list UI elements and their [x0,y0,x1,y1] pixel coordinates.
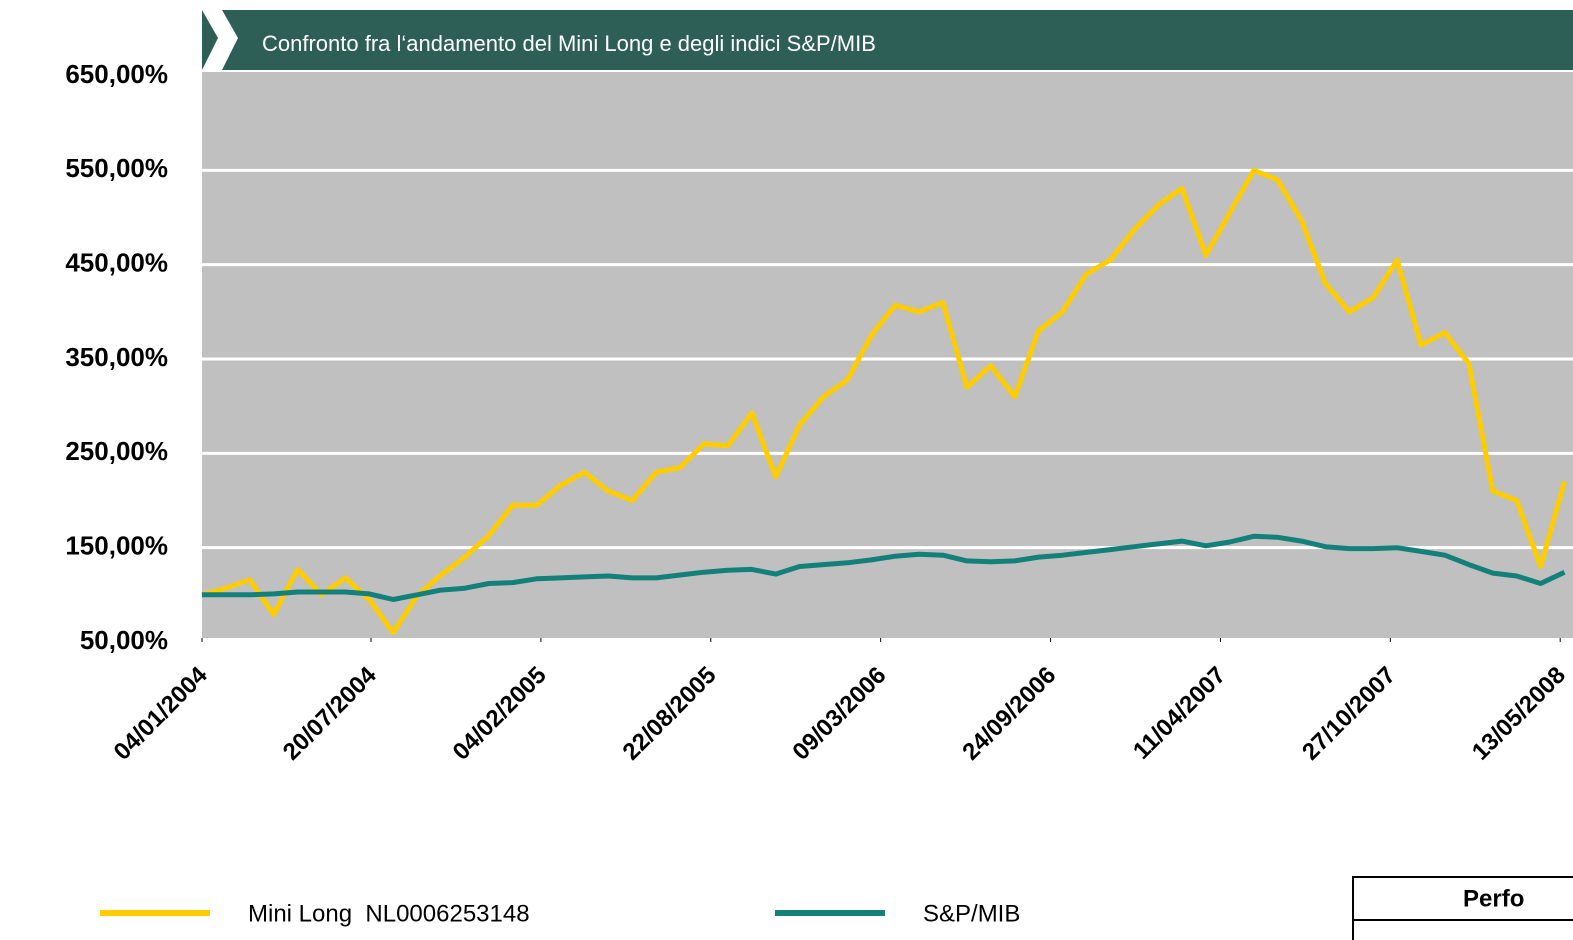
x-tick-label: 24/09/2006 [957,662,1061,766]
x-tick-label: 04/02/2005 [448,662,552,766]
plot-area [202,72,1573,638]
x-tick-label: 20/07/2004 [278,661,382,765]
x-tick-label: 22/08/2005 [617,662,721,766]
y-tick-label: 150,00% [65,531,168,561]
table-frame [1352,876,1573,940]
y-tick-label: 50,00% [80,625,168,655]
legend-label: S&P/MIB [923,900,1020,927]
x-tick-label: 27/10/2007 [1297,662,1401,766]
x-tick-label: 11/04/2007 [1128,662,1231,765]
series-line [202,533,1566,602]
x-tick-label: 09/03/2006 [787,662,891,766]
y-tick-label: 450,00% [65,248,168,278]
y-tick-label: 350,00% [65,342,168,372]
y-tick-label: 550,00% [65,153,168,183]
x-tick-label: 13/05/2008 [1467,662,1571,766]
x-tick-label: 04/01/2004 [109,661,213,765]
legend-label: Mini Long NL0006253148 [248,900,530,927]
table-header: Perfo [1463,885,1524,912]
title-bar [202,10,1573,70]
y-tick-label: 650,00% [65,59,168,89]
y-tick-label: 250,00% [65,436,168,466]
series-line [201,167,1567,636]
title-chevron [202,10,238,70]
chart-title: Confronto fra l‘andamento del Mini Long … [262,31,876,56]
